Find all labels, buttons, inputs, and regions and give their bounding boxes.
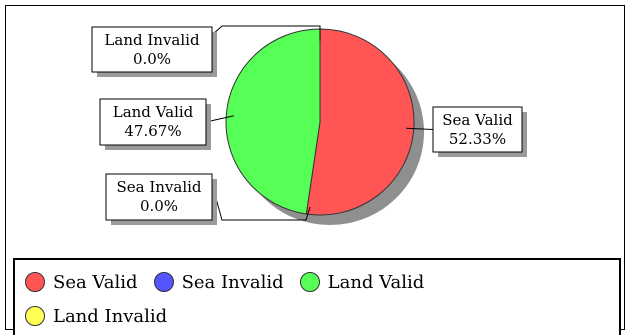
legend-swatch-sea-invalid [153,272,174,292]
slice-label-value-land-valid: 47.67% [124,122,181,140]
legend-row: Land Invalid [25,299,619,333]
label-box-land-invalid [91,26,213,73]
label-box-sea-invalid [105,173,213,221]
label-box-sea-valid [432,106,523,153]
legend-swatch-land-invalid [25,306,45,326]
legend-label-sea-invalid: Sea Invalid [181,271,284,293]
slice-label-name-land-valid: Land Valid [113,103,194,121]
legend-swatch-land-valid [299,272,320,292]
legend-row: Sea Valid Sea Invalid Land Valid [25,265,619,299]
slice-label-value-sea-invalid: 0.0% [140,197,178,215]
slice-label-value-sea-valid: 52.33% [449,130,506,148]
legend-item-land-valid: Land Valid [299,271,425,293]
legend-label-land-invalid: Land Invalid [53,305,168,327]
legend-swatch-sea-valid [25,272,45,292]
legend-item-sea-invalid: Sea Invalid [153,271,284,293]
legend: Sea Valid Sea Invalid Land Valid Land Inva… [13,258,621,335]
legend-item-land-invalid: Land Invalid [25,306,167,327]
pie-slice-land-valid [225,28,321,215]
leader-line-land-invalid [211,25,321,41]
legend-item-sea-valid: Sea Valid [25,272,138,293]
slice-label-name-land-invalid: Land Invalid [104,31,200,49]
label-box-land-valid [99,98,207,146]
slice-label-name-sea-valid: Sea Valid [442,111,513,129]
legend-label-sea-valid: Sea Valid [53,271,138,293]
leader-line-sea-valid [406,127,434,130]
slice-label-name-sea-invalid: Sea Invalid [116,178,201,196]
slice-label-value-land-invalid: 0.0% [133,50,171,68]
legend-label-land-valid: Land Valid [327,271,425,293]
